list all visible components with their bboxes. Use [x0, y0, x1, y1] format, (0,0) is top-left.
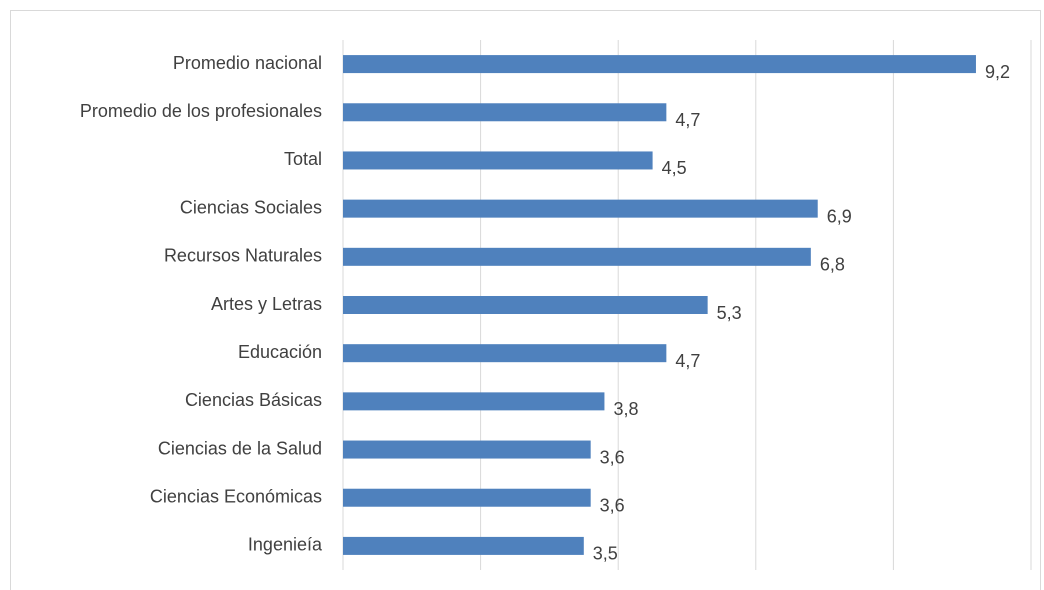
data-label: 4,7: [675, 110, 700, 130]
data-label: 9,2: [985, 62, 1010, 82]
data-label: 3,6: [600, 495, 625, 515]
bar: [343, 440, 591, 459]
bar: [343, 247, 811, 266]
bar: [343, 151, 653, 170]
y-tick-label: Ingenieía: [248, 535, 323, 555]
y-tick-label: Total: [284, 149, 322, 169]
bar: [343, 296, 708, 314]
bar: [343, 103, 667, 122]
y-tick-label: Ciencias Sociales: [180, 197, 322, 217]
y-tick-label: Promedio nacional: [173, 53, 322, 73]
data-label: 3,6: [600, 447, 625, 467]
data-label: 4,7: [675, 351, 700, 371]
y-tick-label: Recursos Naturales: [164, 246, 322, 266]
data-label: 6,8: [820, 255, 845, 275]
data-label: 6,9: [827, 206, 852, 226]
y-tick-label: Promedio de los profesionales: [80, 101, 322, 121]
y-tick-label: Ciencias Económicas: [150, 486, 322, 506]
data-label: 5,3: [717, 303, 742, 323]
bar: [343, 392, 605, 411]
bar: [343, 199, 818, 218]
data-label: 3,5: [593, 544, 618, 564]
y-tick-label: Ciencias de la Salud: [158, 438, 322, 458]
y-tick-label: Artes y Letras: [211, 294, 322, 314]
bar: [343, 488, 591, 507]
bar: [343, 55, 976, 74]
data-label: 3,8: [613, 399, 638, 419]
bar: [343, 344, 667, 363]
chart-frame: [10, 10, 1041, 590]
y-tick-label: Ciencias Básicas: [185, 390, 322, 410]
y-tick-label: Educación: [238, 342, 322, 362]
data-label: 4,5: [662, 158, 687, 178]
bar: [343, 536, 584, 555]
